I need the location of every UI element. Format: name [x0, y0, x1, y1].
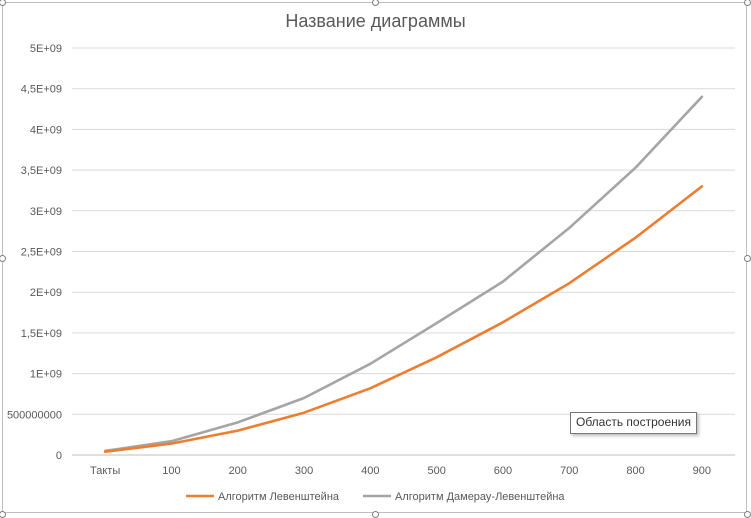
- y-axis-tick-labels[interactable]: 0 500000000 1E+09 1,5E+09 2E+09 2,5E+09 3E+09 3…: [7, 43, 62, 462]
- x-tick-label: 800: [626, 465, 644, 477]
- y-tick-label: 5E+09: [30, 43, 62, 55]
- resize-handle-middle-left[interactable]: [0, 255, 6, 262]
- y-tick-label: 1,5E+09: [21, 328, 62, 340]
- x-tick-label: 900: [693, 465, 711, 477]
- legend[interactable]: Алгоритм Левенштейна Алгоритм Дамерау-Лев…: [186, 491, 565, 503]
- plot-area[interactable]: [103, 95, 704, 454]
- x-tick-label: 300: [295, 465, 313, 477]
- x-tick-label: 600: [494, 465, 512, 477]
- legend-label: Алгоритм Дамерау-Левенштейна: [395, 491, 565, 503]
- x-tick-label: 700: [560, 465, 578, 477]
- x-tick-label: 400: [361, 465, 379, 477]
- y-tick-label: 4E+09: [30, 124, 62, 136]
- x-tick-label: 200: [229, 465, 247, 477]
- legend-label: Алгоритм Левенштейна: [218, 491, 340, 503]
- y-tick-label: 3,5E+09: [21, 165, 62, 177]
- resize-handle-top-left[interactable]: [0, 0, 6, 6]
- y-tick-label: 500000000: [7, 409, 62, 421]
- series-line[interactable]: [103, 95, 704, 453]
- series-line[interactable]: [103, 185, 704, 454]
- x-tick-label: Такты: [90, 465, 120, 477]
- x-tick-label: 100: [162, 465, 180, 477]
- y-tick-label: 2E+09: [30, 287, 62, 299]
- y-tick-label: 2,5E+09: [21, 247, 62, 259]
- resize-handle-top-center[interactable]: [372, 0, 379, 6]
- y-tick-label: 1E+09: [30, 369, 62, 381]
- gridlines: [72, 47, 735, 456]
- chart-title[interactable]: Название диаграммы: [285, 11, 466, 31]
- x-axis-tick-labels[interactable]: Такты 100 200 300 400 500 600 700 800 900: [90, 465, 711, 477]
- x-tick-label: 500: [427, 465, 445, 477]
- y-tick-label: 4,5E+09: [21, 84, 62, 96]
- y-tick-label: 3E+09: [30, 206, 62, 218]
- y-tick-label: 0: [56, 450, 62, 462]
- plot-area-tooltip: Область построения: [570, 412, 697, 434]
